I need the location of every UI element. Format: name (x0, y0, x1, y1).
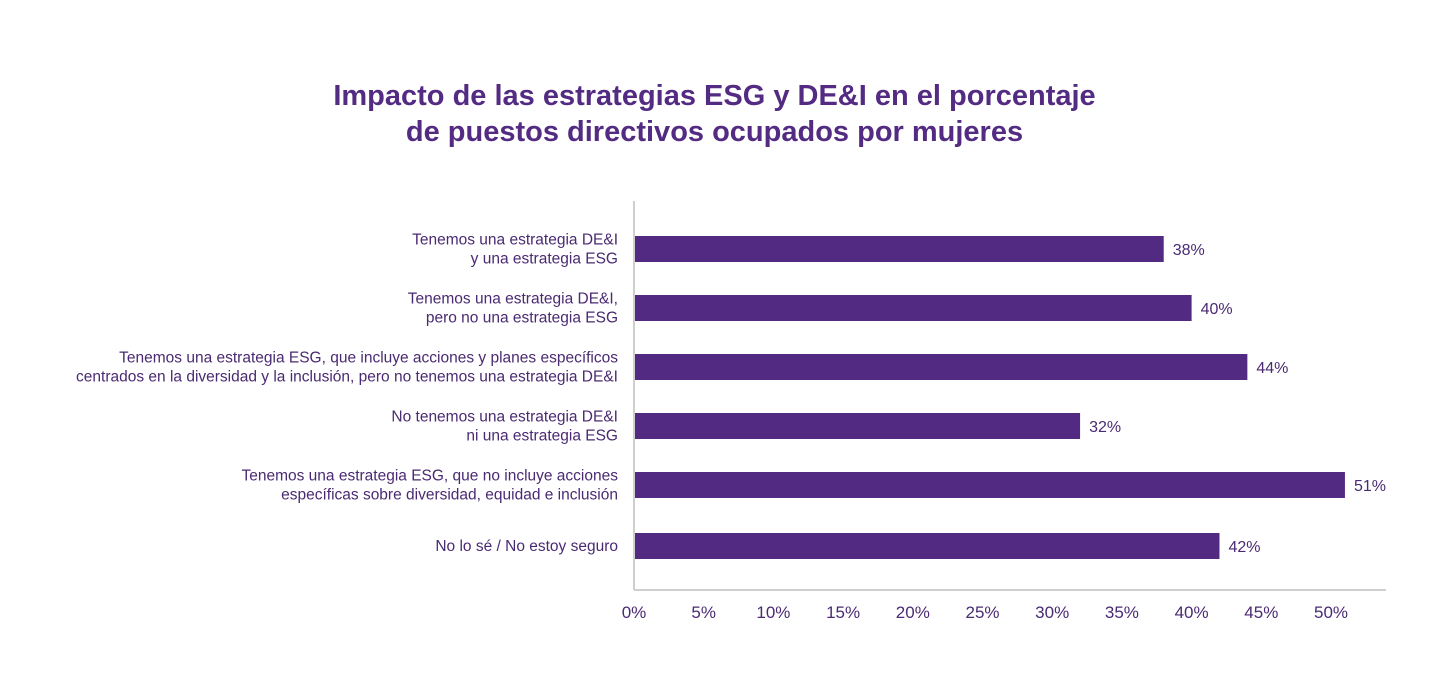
bars-group (635, 236, 1345, 559)
bar (635, 354, 1248, 380)
category-label-line: No tenemos una estrategia DE&I (391, 409, 618, 426)
x-tick-label: 0% (622, 603, 647, 622)
bar (635, 413, 1081, 439)
x-tick-label: 50% (1314, 603, 1348, 622)
x-tick-label: 45% (1244, 603, 1278, 622)
chart-title: Impacto de las estrategias ESG y DE&I en… (0, 78, 1429, 150)
category-label: Tenemos una estrategia ESG, que no inclu… (241, 468, 618, 504)
category-label: Tenemos una estrategia DE&I y una estrate… (412, 232, 618, 268)
x-tick-label: 35% (1105, 603, 1139, 622)
value-label: 42% (1228, 539, 1260, 556)
category-label: No tenemos una estrategia DE&I ni una est… (391, 409, 618, 445)
category-label-line: Tenemos una estrategia ESG, que incluye … (119, 350, 618, 367)
value-label: 44% (1256, 360, 1288, 377)
bar (635, 533, 1220, 559)
category-label-line: Tenemos una estrategia ESG, que no inclu… (241, 468, 618, 485)
value-label: 38% (1173, 242, 1205, 259)
x-tick-label: 5% (691, 603, 716, 622)
category-label-line: ni una estrategia ESG (466, 428, 618, 445)
x-tick-label: 10% (756, 603, 790, 622)
value-label: 40% (1201, 301, 1233, 318)
x-tick-label: 40% (1175, 603, 1209, 622)
bar (635, 236, 1164, 262)
category-label-line: pero no una estrategia ESG (426, 310, 618, 327)
category-label: Tenemos una estrategia DE&I, pero no una … (408, 291, 618, 327)
category-label-line: centrados en la diversidad y la inclusió… (76, 369, 618, 386)
bar (635, 295, 1192, 321)
category-label: Tenemos una estrategia ESG, que incluye … (76, 350, 618, 386)
category-label-line: No lo sé / No estoy seguro (435, 538, 618, 555)
category-label-line: Tenemos una estrategia DE&I (412, 232, 618, 249)
x-tick-label: 30% (1035, 603, 1069, 622)
x-tick-labels-group: 0% 5% 10% 15% 20% 25% 30% 35% 40% 45% 50% (622, 603, 1348, 622)
x-tick-label: 15% (826, 603, 860, 622)
chart-title-line-1: Impacto de las estrategias ESG y DE&I en… (333, 80, 1096, 112)
category-labels-group: Tenemos una estrategia DE&I y una estrate… (76, 232, 618, 556)
x-tick-label: 20% (896, 603, 930, 622)
chart-title-line-2: de puestos directivos ocupados por mujer… (405, 116, 1024, 148)
value-label: 32% (1089, 419, 1121, 436)
category-label-line: específicas sobre diversidad, equidad e … (281, 487, 618, 504)
x-tick-label: 25% (965, 603, 999, 622)
value-label: 51% (1354, 478, 1386, 495)
category-label-line: y una estrategia ESG (471, 251, 618, 268)
category-label: No lo sé / No estoy seguro (435, 538, 618, 555)
category-label-line: Tenemos una estrategia DE&I, (408, 291, 618, 308)
bar (635, 472, 1345, 498)
value-labels-group: 38% 40% 44% 32% 51% 42% (1089, 242, 1386, 556)
